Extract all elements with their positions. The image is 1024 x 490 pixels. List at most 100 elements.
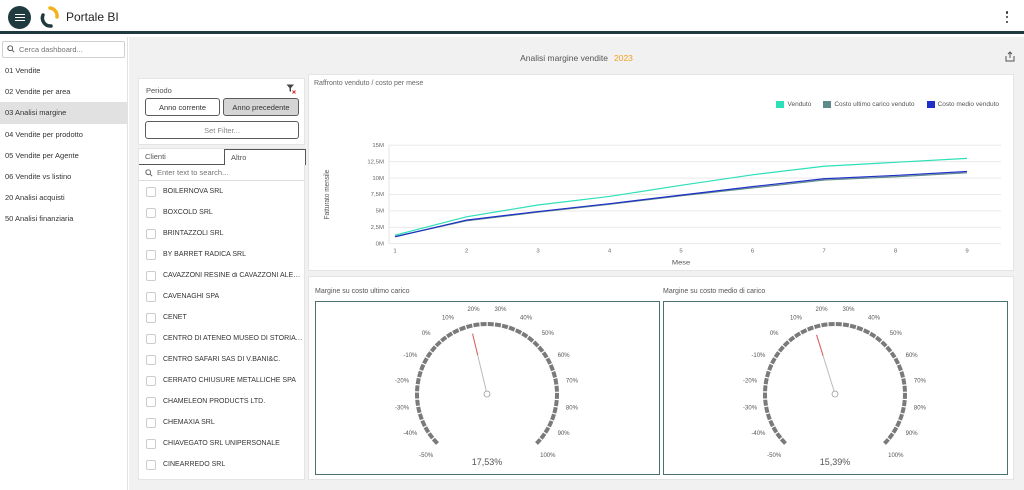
sidebar-item[interactable]: 20 Analisi acquisti xyxy=(5,193,65,203)
sidebar-item[interactable]: 05 Vendite per Agente xyxy=(5,150,79,160)
x-tick-label: 4 xyxy=(608,249,611,255)
customer-name: BRINTAZZOLI SRL xyxy=(163,230,224,237)
customer-name: CENTRO SAFARI SAS DI V.BANI&C. xyxy=(163,356,281,363)
customer-search xyxy=(139,165,304,181)
gauge-value-medio: 15,39% xyxy=(819,457,851,467)
customer-list-item[interactable]: CERRATO CHIUSURE METALLICHE SPA xyxy=(139,370,304,391)
gauge-tick-label: -20% xyxy=(395,379,410,385)
legend-item[interactable]: Venduto xyxy=(776,101,811,108)
tab-clienti[interactable]: Clienti xyxy=(145,152,166,161)
gauge-tick-label: 60% xyxy=(558,353,571,359)
sidebar-item[interactable]: 03 Analisi margine xyxy=(0,102,127,124)
customer-search-input[interactable] xyxy=(157,168,297,177)
sidebar-item[interactable]: 02 Vendite per area xyxy=(5,87,71,97)
sidebar: 01 Vendite 02 Vendite per area 03 Analisi … xyxy=(0,37,128,490)
customer-checkbox[interactable] xyxy=(146,459,156,470)
gauge-tick-label: -20% xyxy=(743,379,758,385)
x-tick-label: 3 xyxy=(536,249,539,255)
gauge-tick-label: 50% xyxy=(542,331,555,337)
customer-list-item[interactable]: BY BARRET RADICA SRL xyxy=(139,244,304,265)
gauge-tick-label: 90% xyxy=(906,431,919,437)
y-tick-label: 10M xyxy=(372,176,384,182)
gauge-tick-label: 80% xyxy=(914,405,927,411)
customer-list-item[interactable]: BOXCOLD SRL xyxy=(139,202,304,223)
series-line-2[interactable] xyxy=(394,172,968,238)
customer-checkbox[interactable] xyxy=(146,249,156,260)
gauge-tick-label: 40% xyxy=(520,315,533,321)
gauge-title-ultimo: Margine su costo ultimo carico xyxy=(315,288,410,295)
chart-legend: Venduto Costo ultimo carico venduto Costo … xyxy=(776,101,999,108)
portale-bi-logo xyxy=(40,6,59,28)
sales-cost-chart-panel: Raffronto venduto / costo per mese Vendu… xyxy=(308,74,1014,271)
customer-name: CERRATO CHIUSURE METALLICHE SPA xyxy=(163,377,296,384)
customer-list-item[interactable]: CHIAVEGATO SRL UNIPERSONALE xyxy=(139,433,304,454)
gauge-tick-label: 10% xyxy=(790,315,803,321)
search-icon xyxy=(7,45,15,53)
customer-checkbox[interactable] xyxy=(146,186,156,197)
hamburger-menu-icon[interactable] xyxy=(8,6,31,29)
sales-cost-line-chart: 0M 2,5M 5M 7,5M 10M 12,5M 15M 1 2 3 4 5 6 7 8 9 Mese Fatt… xyxy=(324,143,1001,266)
gauge-tick-label: 70% xyxy=(566,379,579,385)
anno-precedente-button[interactable]: Anno precedente xyxy=(223,98,299,116)
sidebar-item[interactable]: 50 Analisi finanziaria xyxy=(5,214,74,224)
customer-list-item[interactable]: CAVENAGHI SPA xyxy=(139,286,304,307)
customer-list-item[interactable]: CHEMAXIA SRL xyxy=(139,412,304,433)
customer-checkbox[interactable] xyxy=(146,270,156,281)
kebab-menu-icon[interactable] xyxy=(1004,10,1010,24)
period-label: Periodo xyxy=(146,86,172,95)
list-tabs: Clienti Altro xyxy=(139,149,306,165)
customer-list-item[interactable]: CENTRO DI ATENEO MUSEO DI STORIA ... xyxy=(139,328,304,349)
customer-checkbox[interactable] xyxy=(146,207,156,218)
customer-list-item[interactable]: CENET xyxy=(139,307,304,328)
page-title: Analisi margine vendite 2023 xyxy=(129,53,1024,63)
customer-list-item[interactable]: CINEARREDO SRL xyxy=(139,454,304,475)
customer-list-item[interactable]: BOILERNOVA SRL xyxy=(139,181,304,202)
clear-filter-icon[interactable] xyxy=(286,84,296,94)
set-filter-button[interactable]: Set Filter... xyxy=(145,121,299,139)
gauge-tick-label: 80% xyxy=(566,405,579,411)
legend-item[interactable]: Costo medio venduto xyxy=(926,101,999,108)
customer-list-item[interactable]: CAVAZZONI RESINE di CAVAZZONI ALES... xyxy=(139,265,304,286)
gauge-pivot xyxy=(831,390,839,398)
gauge-tick-label: 0% xyxy=(422,331,431,337)
customer-checkbox[interactable] xyxy=(146,375,156,386)
customer-list-item[interactable]: CHAMELEON PRODUCTS LTD. xyxy=(139,391,304,412)
customer-checkbox[interactable] xyxy=(146,312,156,323)
customer-checkbox[interactable] xyxy=(146,291,156,302)
legend-item[interactable]: Costo ultimo carico venduto xyxy=(823,101,915,108)
customer-checkbox[interactable] xyxy=(146,417,156,428)
customer-checkbox[interactable] xyxy=(146,438,156,449)
dashboard-search-input[interactable] xyxy=(19,45,119,54)
customer-name: CHIAVEGATO SRL UNIPERSONALE xyxy=(163,440,280,447)
customer-checkbox[interactable] xyxy=(146,354,156,365)
gauge-tick-label: -30% xyxy=(395,405,410,411)
series-line-1[interactable] xyxy=(394,157,968,236)
gauge-tick-label: 0% xyxy=(770,331,779,337)
x-axis-label: Mese xyxy=(672,260,690,266)
legend-label: Venduto xyxy=(787,101,812,108)
anno-corrente-button[interactable]: Anno corrente xyxy=(145,98,220,116)
customer-name: CAVENAGHI SPA xyxy=(163,293,220,300)
gauge-tick-label: -50% xyxy=(419,453,434,459)
search-icon xyxy=(145,169,153,177)
gauge-tick-label: 50% xyxy=(890,331,903,337)
y-tick-label: 2,5M xyxy=(371,225,385,231)
customer-name: CHAMELEON PRODUCTS LTD. xyxy=(163,398,266,405)
customer-checkbox[interactable] xyxy=(146,333,156,344)
tab-altro[interactable]: Altro xyxy=(224,149,306,165)
gauge-tick-label: 100% xyxy=(888,453,904,459)
customer-list-item[interactable]: BRINTAZZOLI SRL xyxy=(139,223,304,244)
customer-checkbox[interactable] xyxy=(146,228,156,239)
x-tick-label: 8 xyxy=(894,249,897,255)
customer-list-item[interactable]: CENTRO SAFARI SAS DI V.BANI&C. xyxy=(139,349,304,370)
share-icon[interactable] xyxy=(1005,51,1015,62)
y-axis-label: Fatturato mensile xyxy=(324,170,332,220)
sidebar-item[interactable]: 04 Vendite per prodotto xyxy=(5,129,83,139)
chart-title: Raffronto venduto / costo per mese xyxy=(314,80,424,87)
series-line-3[interactable] xyxy=(394,170,968,238)
customer-checkbox[interactable] xyxy=(146,396,156,407)
gauge-tick-label: 100% xyxy=(540,453,556,459)
sidebar-item[interactable]: 01 Vendite xyxy=(5,66,41,75)
sidebar-item[interactable]: 06 Vendite vs listino xyxy=(5,171,72,181)
y-tick-label: 15M xyxy=(372,143,384,149)
